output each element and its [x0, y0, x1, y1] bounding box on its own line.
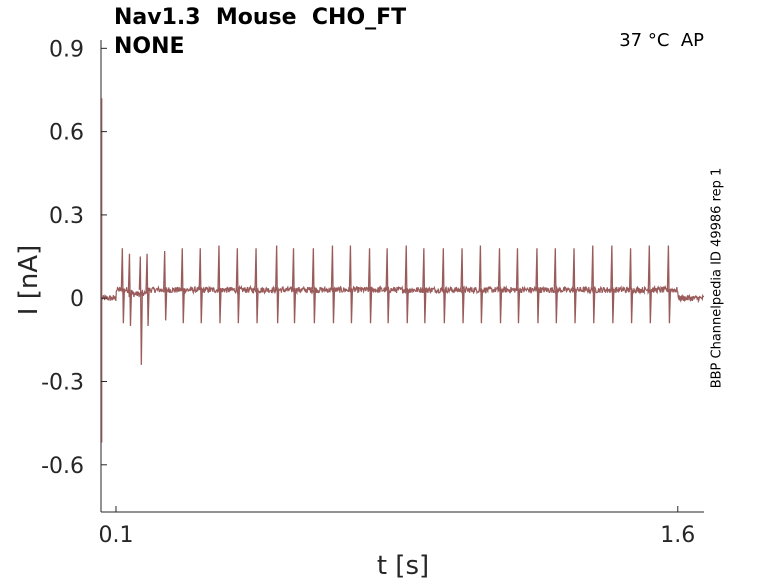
spike-mark [441, 248, 446, 324]
x-tick-label: 1.6 [660, 523, 695, 548]
axes [100, 40, 704, 513]
spike-mark [348, 245, 354, 324]
spike-mark [291, 248, 297, 324]
y-tick-label: 0.6 [49, 121, 84, 146]
y-tick-label: 0.9 [49, 37, 84, 62]
spike-mark [497, 248, 503, 324]
spike-mark [145, 253, 150, 326]
current-trace [101, 284, 705, 304]
y-tick-label: 0.3 [49, 204, 84, 229]
spike-mark [553, 248, 558, 324]
x-tick-label: 0.1 [98, 523, 133, 548]
spike-mark [515, 248, 521, 324]
spike-mark [572, 248, 577, 324]
y-tick-label: -0.3 [41, 371, 84, 396]
y-tick-label: 0 [70, 287, 84, 312]
chart-title-line2: NONE [114, 34, 185, 59]
spike-mark [138, 256, 143, 365]
spike-mark [460, 248, 465, 324]
spike-mark [647, 245, 652, 324]
spike-mark [217, 245, 222, 324]
spike-mark [628, 248, 634, 324]
spike-mark [254, 248, 259, 324]
spike-mark [275, 245, 280, 324]
spike-mark [591, 245, 596, 324]
spike-mark [367, 248, 373, 324]
spike-mark [535, 248, 540, 324]
spike-mark [198, 248, 203, 324]
trace-group [101, 98, 705, 443]
spike-mark [235, 248, 240, 324]
spike-mark [422, 248, 427, 324]
spike-mark [666, 245, 672, 324]
spike-mark [163, 250, 168, 321]
spike-mark [330, 245, 336, 324]
ticks: 0.9 0.6 0.3 0 -0.3 -0.6 0.1 1.6 [41, 37, 695, 548]
condition-label: 37 °C AP [619, 30, 704, 51]
spike-mark [120, 248, 125, 324]
x-axis-label: t [s] [376, 551, 430, 581]
spike-mark [404, 245, 409, 324]
spike-mark [127, 253, 133, 326]
spike-mark [610, 245, 615, 324]
spike-mark [180, 248, 185, 324]
spike-mark [478, 245, 484, 324]
spike-mark [385, 248, 390, 324]
chart-title-line1: Nav1.3 Mouse CHO_FT [114, 5, 407, 30]
spike-mark [311, 248, 317, 324]
y-tick-label: -0.6 [41, 454, 84, 479]
